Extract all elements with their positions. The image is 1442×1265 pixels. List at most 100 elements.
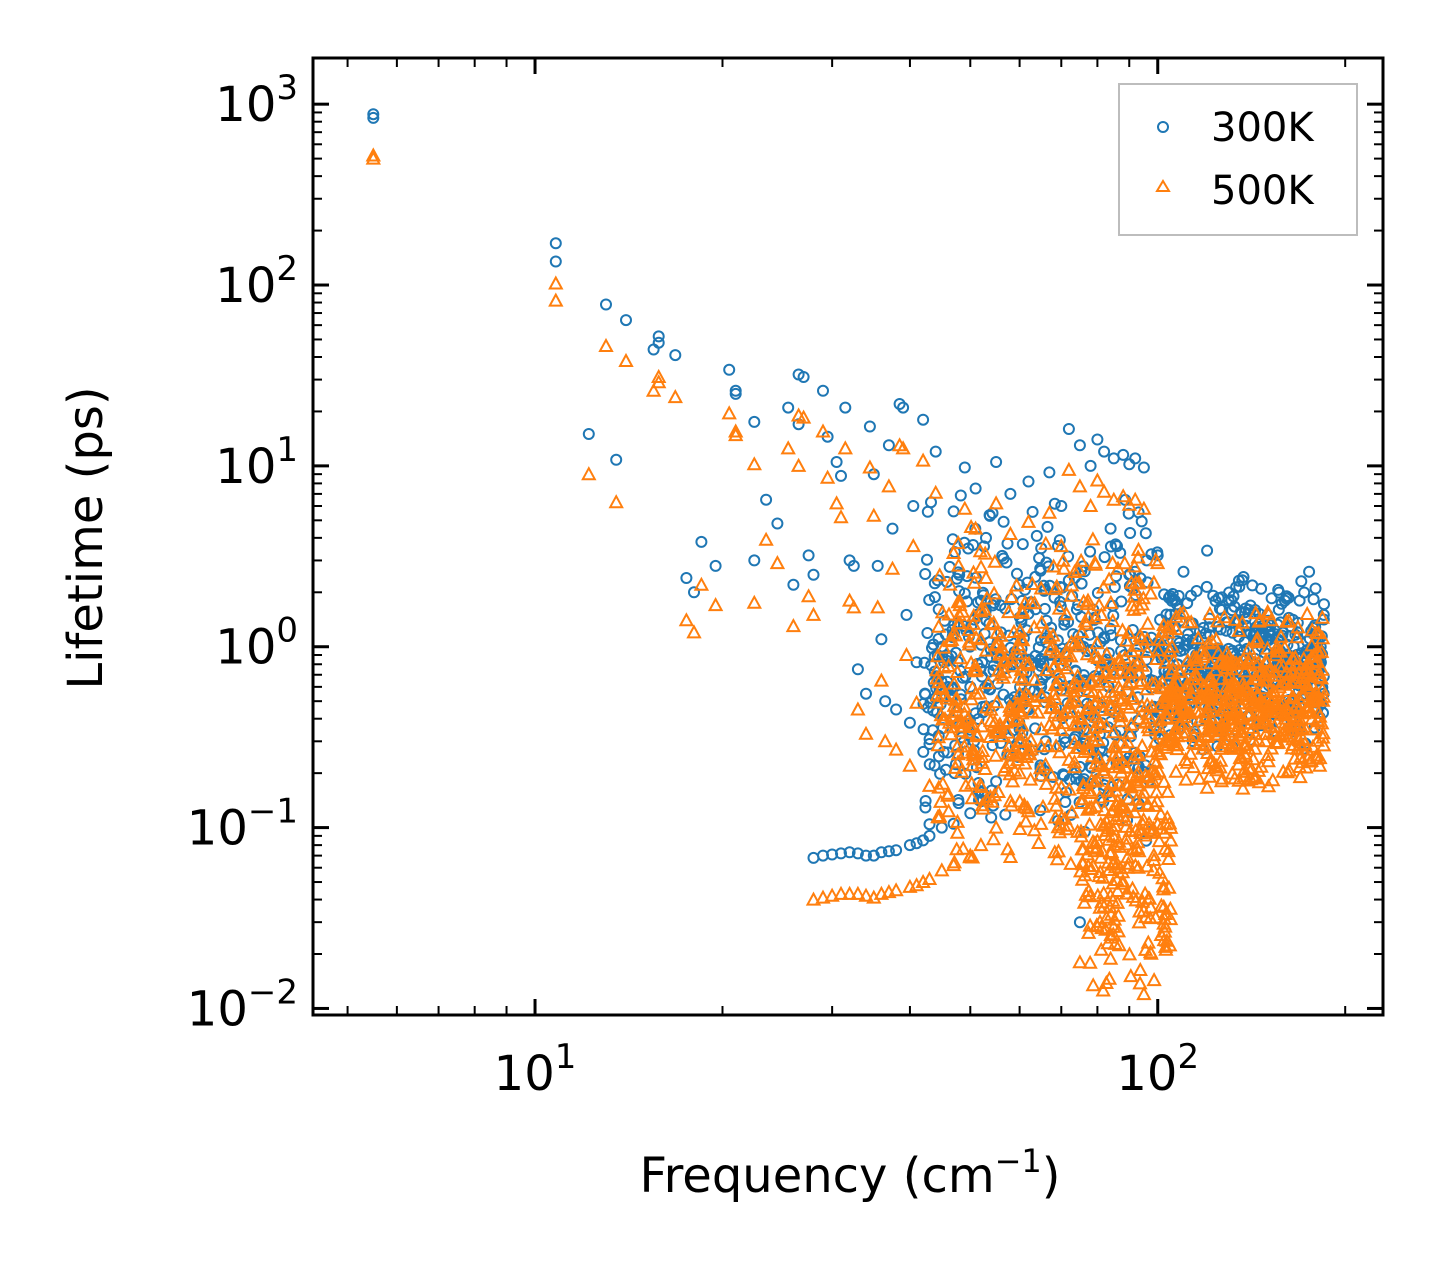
data-point-500k: [996, 762, 1012, 777]
data-point-500k: [815, 423, 831, 438]
data-point-500k: [1022, 771, 1039, 786]
data-point-500k: [1148, 552, 1164, 567]
data-point-500k: [1305, 721, 1322, 736]
data-point-300k: [893, 398, 906, 410]
data-point-500k: [1014, 717, 1030, 732]
data-point-500k: [651, 374, 667, 389]
data-point-500k: [1084, 672, 1100, 687]
data-point-500k: [1238, 748, 1254, 763]
data-point-500k: [929, 687, 945, 702]
data-point-300k: [921, 627, 934, 639]
data-point-500k: [1178, 771, 1194, 786]
y-tick-label-base: 10: [187, 801, 248, 857]
data-point-500k: [1087, 843, 1103, 858]
data-point-500k: [721, 405, 737, 420]
data-point-500k: [1049, 851, 1065, 866]
data-point-500k: [1082, 497, 1099, 512]
data-point-500k: [1311, 691, 1327, 706]
data-point-500k: [1080, 924, 1097, 939]
data-point-500k: [1231, 710, 1248, 725]
y-tick-label: 101: [215, 430, 298, 495]
data-point-500k: [1213, 670, 1230, 685]
data-point-500k: [1113, 734, 1129, 749]
data-point-300k: [688, 586, 700, 599]
data-point-300k: [1104, 522, 1117, 535]
data-point-500k: [989, 694, 1005, 709]
data-point-500k: [1201, 723, 1218, 738]
data-point-500k: [1096, 762, 1112, 777]
data-point-500k: [877, 733, 893, 748]
data-point-500k: [1093, 816, 1109, 831]
data-point-500k: [1232, 750, 1248, 765]
data-point-500k: [1129, 841, 1145, 856]
data-point-500k: [977, 545, 993, 560]
data-point-500k: [1156, 910, 1173, 925]
data-point-500k: [1011, 669, 1027, 684]
data-point-300k: [1160, 608, 1173, 621]
data-point-500k: [1124, 597, 1140, 612]
data-point-500k: [1203, 699, 1219, 714]
data-point-500k: [1074, 791, 1090, 806]
data-point-300k: [937, 745, 950, 758]
x-tick-label-exponent: 1: [555, 1037, 577, 1077]
legend-marker-300k: [1157, 121, 1169, 133]
data-point-500k: [1105, 821, 1121, 836]
data-point-500k: [950, 754, 966, 769]
data-point-300k: [907, 500, 920, 512]
data-point-500k: [1303, 675, 1320, 690]
data-point-500k: [973, 603, 989, 618]
data-point-300k: [879, 695, 892, 708]
data-point-500k: [934, 862, 950, 877]
data-point-500k: [1074, 794, 1090, 809]
data-point-300k: [1084, 545, 1097, 558]
data-point-500k: [1105, 875, 1121, 890]
data-point-500k: [1163, 832, 1179, 847]
data-point-500k: [1195, 740, 1211, 755]
data-point-500k: [1087, 554, 1103, 569]
data-point-500k: [1066, 563, 1083, 578]
data-point-500k: [1148, 650, 1165, 665]
data-point-500k: [870, 599, 886, 614]
data-point-500k: [862, 459, 878, 474]
data-point-500k: [1093, 606, 1110, 621]
data-point-300k: [1167, 593, 1180, 606]
data-point-500k: [1131, 747, 1147, 762]
data-point-500k: [1279, 704, 1295, 719]
data-point-500k: [1210, 644, 1227, 659]
data-point-300k: [1236, 574, 1249, 587]
data-point-500k: [1234, 614, 1250, 629]
data-point-500k: [1146, 851, 1162, 866]
data-point-500k: [1136, 986, 1152, 1001]
data-point-500k: [1038, 662, 1055, 677]
data-point-500k: [1209, 762, 1225, 777]
data-point-500k: [1177, 715, 1193, 730]
data-point-500k: [1247, 605, 1264, 620]
legend: 300K 500K: [1118, 83, 1358, 236]
data-point-300k: [1104, 622, 1117, 635]
data-point-500k: [1199, 744, 1216, 759]
data-point-300k: [1272, 603, 1285, 616]
x-axis-label-exponent: −1: [995, 1142, 1042, 1180]
data-point-500k: [1135, 816, 1151, 831]
data-point-500k: [819, 469, 836, 484]
data-point-300k: [1226, 626, 1239, 639]
data-point-500k: [1143, 945, 1159, 960]
data-point-500k: [1302, 693, 1318, 708]
data-point-500k: [1047, 581, 1063, 596]
data-point-500k: [1115, 873, 1131, 888]
data-point-300k: [1244, 627, 1257, 640]
data-point-500k: [1066, 734, 1083, 749]
data-point-300k: [958, 587, 971, 600]
data-point-500k: [1157, 695, 1174, 710]
data-point-500k: [1141, 722, 1158, 737]
data-point-500k: [1162, 734, 1179, 749]
data-point-300k: [1124, 527, 1137, 539]
data-point-500k: [1002, 766, 1018, 781]
data-point-500k: [881, 478, 897, 493]
data-point-500k: [1050, 819, 1066, 834]
y-tick-label: 10−2: [187, 972, 298, 1037]
data-point-500k: [1123, 674, 1140, 689]
data-point-300k: [903, 716, 916, 729]
data-point-500k: [1002, 793, 1019, 808]
data-point-500k: [931, 618, 947, 633]
